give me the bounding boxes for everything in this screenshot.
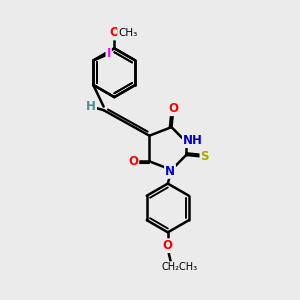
Text: NH: NH: [183, 134, 203, 147]
Text: O: O: [128, 155, 138, 168]
Text: O: O: [109, 26, 119, 39]
Text: O: O: [163, 239, 173, 252]
Text: CH₃: CH₃: [118, 28, 137, 38]
Text: CH₂CH₃: CH₂CH₃: [161, 262, 197, 272]
Text: N: N: [165, 165, 175, 178]
Text: O: O: [168, 102, 178, 115]
Text: H: H: [86, 100, 96, 113]
Text: I: I: [106, 47, 111, 61]
Text: S: S: [200, 150, 209, 163]
